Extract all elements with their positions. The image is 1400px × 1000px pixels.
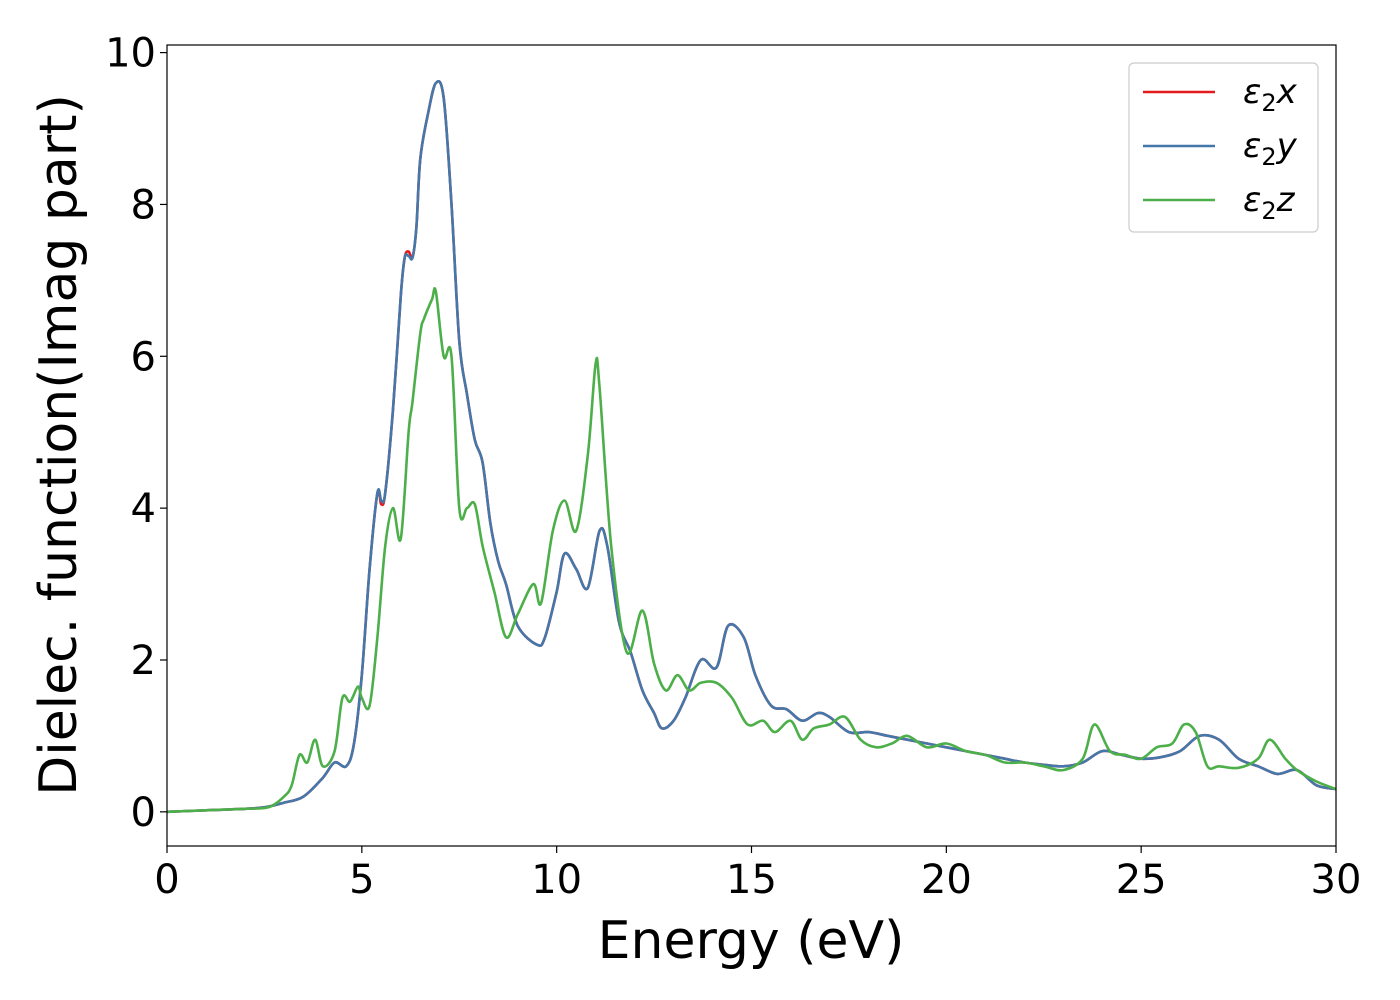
axes: 0 5 10 15 20 25 30 0 2 4 6 8 10 <box>105 31 1361 903</box>
y-tick-label: 10 <box>105 31 156 77</box>
y-axis-label: Dielec. function(Imag part) <box>29 94 89 796</box>
legend-label-x: ε2x <box>1243 72 1298 117</box>
x-tick-label: 15 <box>726 857 777 903</box>
x-tick-label: 0 <box>154 857 179 903</box>
x-tick-label: 30 <box>1311 857 1362 903</box>
legend-label-z: ε2z <box>1243 180 1296 225</box>
x-tick-label: 10 <box>531 857 582 903</box>
x-tick-label: 25 <box>1116 857 1167 903</box>
x-tick-label: 5 <box>349 857 374 903</box>
legend-box <box>1128 62 1319 233</box>
x-axis-label: Energy (eV) <box>598 911 905 971</box>
plot-area <box>167 80 1336 814</box>
legend: ε2x ε2y ε2z <box>1128 62 1319 233</box>
y-tick-label: 0 <box>131 790 156 836</box>
y-tick-label: 8 <box>131 182 156 228</box>
series-line-y <box>167 80 1336 814</box>
legend-label-y: ε2y <box>1243 126 1298 171</box>
y-tick-label: 2 <box>131 638 156 684</box>
y-tick-label: 4 <box>131 486 156 532</box>
series-lines <box>167 80 1336 814</box>
y-tick-label: 6 <box>131 334 156 380</box>
x-tick-label: 20 <box>921 857 972 903</box>
series-line-z <box>167 287 1336 814</box>
